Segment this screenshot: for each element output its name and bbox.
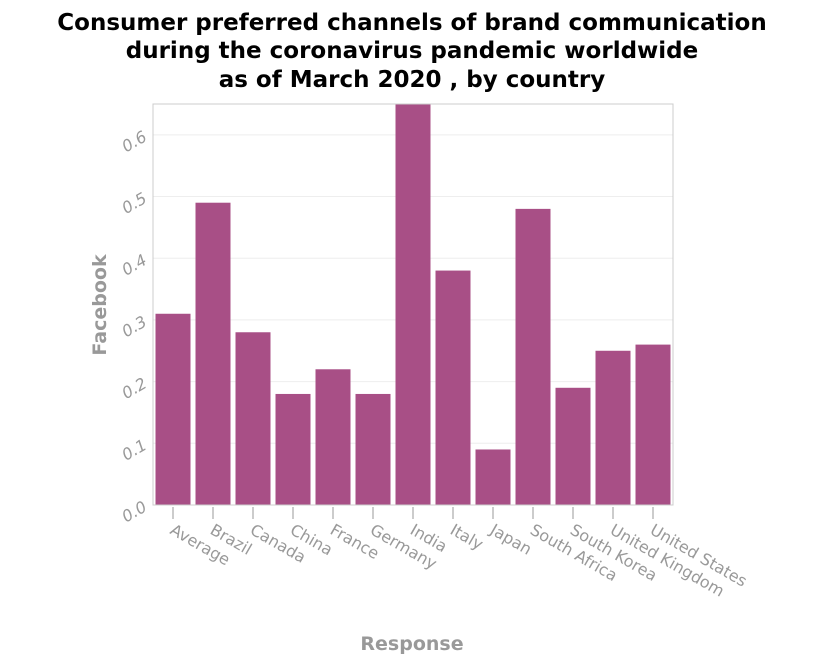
y-tick-label: 0.5 xyxy=(118,189,150,218)
bar xyxy=(195,202,231,505)
y-tick-label: 0.2 xyxy=(118,374,150,403)
bar xyxy=(235,332,271,505)
bar xyxy=(395,104,431,505)
x-tick-label: Italy xyxy=(447,520,487,554)
y-tick-label: 0.0 xyxy=(118,497,150,526)
bar xyxy=(595,350,631,505)
chart-title-line-1: Consumer preferred channels of brand com… xyxy=(57,10,766,36)
bar xyxy=(435,270,471,505)
chart-title-line-2: during the coronavirus pandemic worldwid… xyxy=(126,38,699,64)
bar xyxy=(555,387,591,505)
bar xyxy=(315,369,351,505)
bar xyxy=(515,208,551,505)
chart-title-line-3: as of March 2020 , by country xyxy=(219,67,606,93)
y-tick-label: 0.3 xyxy=(118,312,150,341)
bar xyxy=(635,344,671,505)
y-tick-labels: 0.0 0.1 0.2 0.3 0.4 0.5 0.6 xyxy=(118,127,150,526)
bar xyxy=(475,449,511,505)
y-tick-label: 0.1 xyxy=(118,435,150,464)
bar xyxy=(155,313,191,505)
y-tick-label: 0.4 xyxy=(118,250,150,279)
y-tick-label: 0.6 xyxy=(118,127,150,156)
bars xyxy=(155,104,671,505)
plot-area-border xyxy=(152,103,674,506)
bar xyxy=(355,393,391,505)
x-axis-title: Response xyxy=(360,633,463,655)
x-tick-label: Japan xyxy=(486,520,535,559)
x-tick-labels: AverageBrazilCanadaChinaFranceGermanyInd… xyxy=(167,520,750,601)
axes xyxy=(152,103,674,519)
bar xyxy=(275,393,311,505)
y-axis-title: Facebook xyxy=(89,254,111,356)
